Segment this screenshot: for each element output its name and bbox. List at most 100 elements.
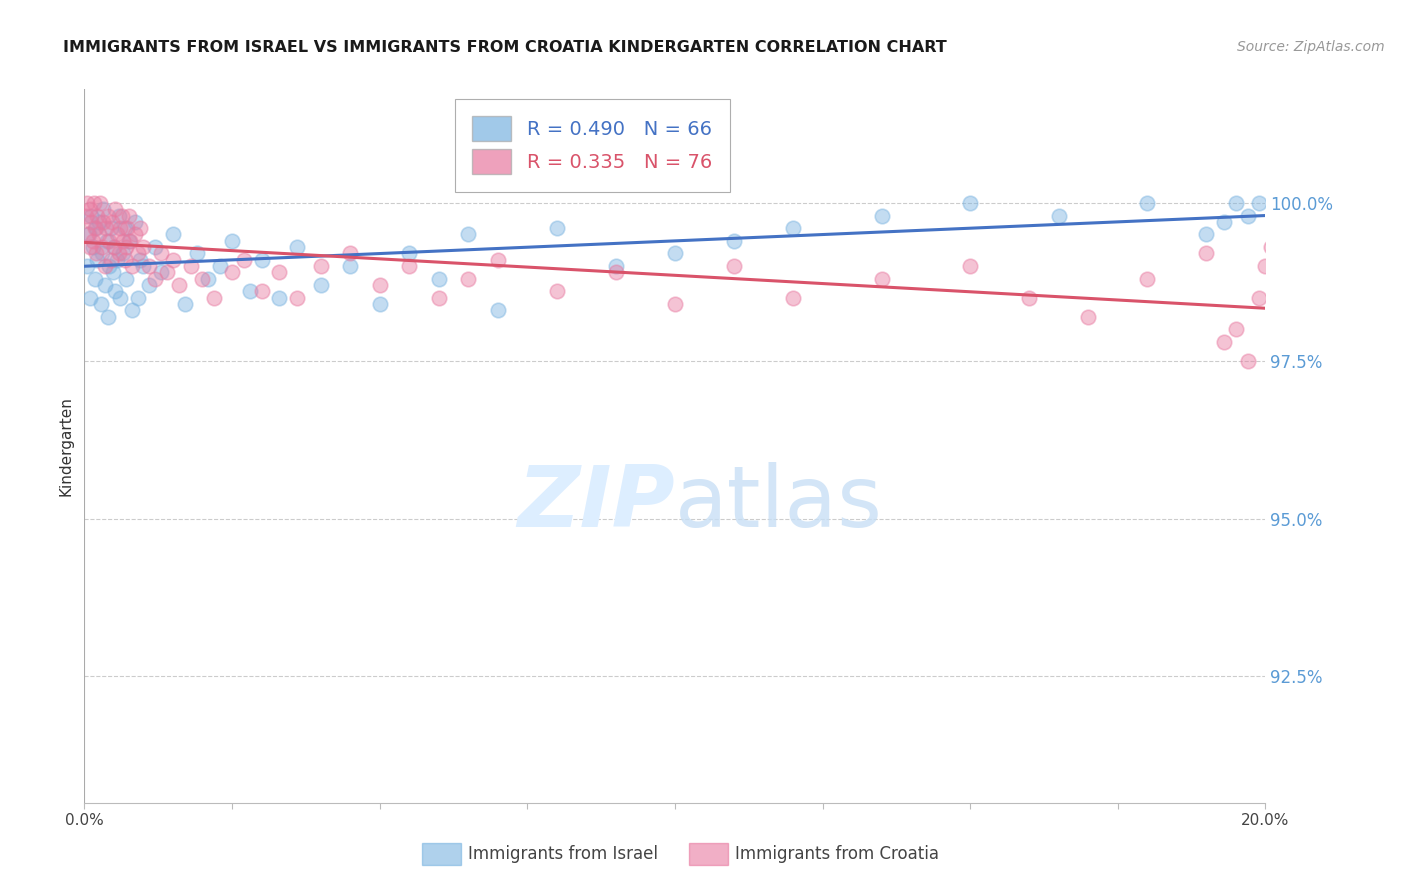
Point: [118, 209, 141, 223]
Point: [269, 291, 291, 305]
Point: [107, 246, 129, 260]
Point: [121, 303, 143, 318]
Point: [91, 240, 114, 254]
Point: [129, 221, 152, 235]
Point: [127, 291, 149, 305]
Point: [83, 195, 105, 210]
Point: [84, 271, 107, 285]
Point: [104, 202, 127, 217]
Point: [82, 240, 104, 254]
Point: [107, 209, 129, 223]
Point: [94, 259, 117, 273]
Point: [202, 291, 225, 305]
Point: [186, 246, 208, 260]
Point: [162, 252, 184, 267]
Point: [89, 195, 111, 210]
Point: [1260, 240, 1282, 254]
Point: [546, 221, 568, 235]
Point: [427, 271, 450, 285]
Point: [250, 285, 273, 299]
Point: [121, 259, 143, 273]
Point: [398, 246, 420, 260]
Point: [870, 209, 893, 223]
Point: [368, 277, 391, 292]
Point: [143, 271, 166, 285]
Point: [250, 252, 273, 267]
Point: [1018, 291, 1040, 305]
Point: [427, 291, 450, 305]
Point: [339, 246, 361, 260]
Point: [101, 215, 124, 229]
Point: [97, 209, 120, 223]
Text: Immigrants from Israel: Immigrants from Israel: [468, 845, 658, 863]
Point: [221, 234, 243, 248]
Point: [100, 221, 122, 235]
Text: IMMIGRANTS FROM ISRAEL VS IMMIGRANTS FROM CROATIA KINDERGARTEN CORRELATION CHART: IMMIGRANTS FROM ISRAEL VS IMMIGRANTS FRO…: [63, 40, 948, 55]
Point: [96, 221, 118, 235]
Point: [138, 259, 160, 273]
Point: [111, 234, 134, 248]
Point: [870, 271, 893, 285]
Point: [114, 271, 136, 285]
Point: [120, 234, 142, 248]
Point: [150, 265, 173, 279]
Point: [111, 246, 134, 260]
Point: [546, 285, 568, 299]
Point: [124, 227, 146, 242]
Point: [782, 221, 804, 235]
Point: [1236, 209, 1258, 223]
Point: [80, 209, 103, 223]
Point: [76, 259, 98, 273]
Point: [309, 277, 332, 292]
Point: [486, 303, 509, 318]
Point: [91, 202, 114, 217]
Text: atlas: atlas: [675, 461, 883, 545]
Point: [197, 271, 219, 285]
Point: [132, 259, 155, 273]
Point: [103, 240, 125, 254]
Point: [104, 285, 127, 299]
Point: [1195, 227, 1218, 242]
Point: [98, 259, 121, 273]
Point: [138, 277, 160, 292]
Point: [101, 265, 124, 279]
Point: [1077, 310, 1099, 324]
Point: [723, 259, 745, 273]
Point: [94, 277, 117, 292]
Point: [368, 297, 391, 311]
Point: [80, 215, 103, 229]
Point: [1225, 322, 1247, 336]
Point: [97, 310, 120, 324]
Point: [285, 291, 308, 305]
Point: [959, 259, 981, 273]
Point: [1254, 259, 1277, 273]
Point: [84, 221, 107, 235]
Point: [398, 259, 420, 273]
Y-axis label: Kindergarten: Kindergarten: [58, 396, 73, 496]
Point: [605, 259, 627, 273]
Point: [605, 265, 627, 279]
Point: [664, 246, 686, 260]
Point: [79, 291, 101, 305]
Point: [89, 215, 111, 229]
Point: [156, 265, 179, 279]
Point: [486, 252, 509, 267]
Point: [1136, 271, 1159, 285]
Point: [269, 265, 291, 279]
Point: [1213, 334, 1236, 349]
Point: [108, 221, 131, 235]
Point: [457, 227, 479, 242]
Point: [77, 227, 100, 242]
Point: [96, 234, 118, 248]
Point: [150, 246, 173, 260]
Point: [114, 221, 136, 235]
Point: [91, 246, 114, 260]
Point: [84, 246, 107, 260]
Point: [100, 252, 122, 267]
Point: [79, 202, 101, 217]
Point: [191, 271, 214, 285]
Point: [143, 240, 166, 254]
Point: [84, 221, 107, 235]
Point: [782, 291, 804, 305]
Point: [209, 259, 232, 273]
